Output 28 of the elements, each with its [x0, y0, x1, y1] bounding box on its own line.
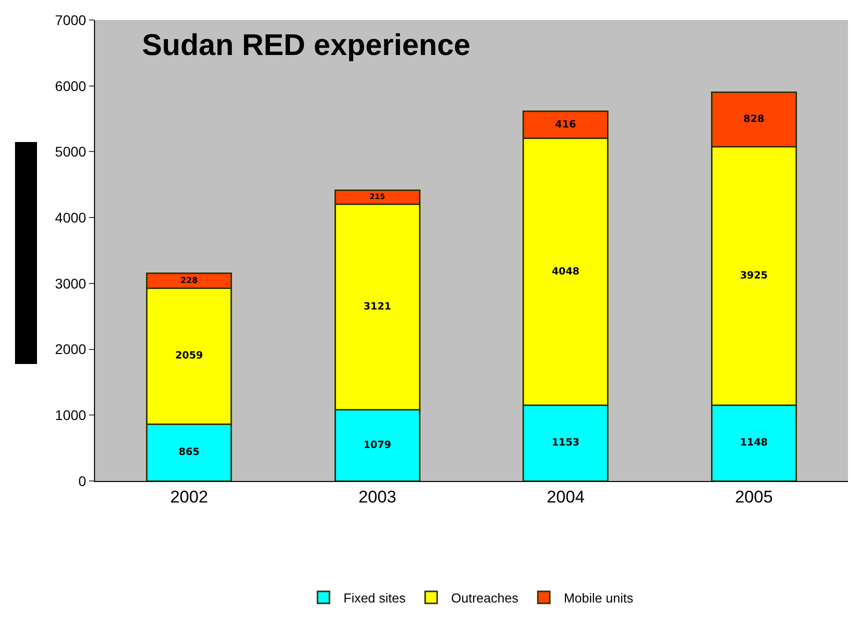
data-label: 416	[555, 119, 576, 130]
x-tick-label: 2005	[734, 487, 773, 506]
y-tick-label: 4000	[55, 209, 86, 226]
data-label: 1153	[552, 438, 580, 449]
chart-title: Sudan RED experience	[142, 29, 470, 62]
data-label: 215	[370, 192, 386, 202]
legend-label: Mobile units	[564, 590, 634, 606]
data-label: 1079	[363, 440, 392, 451]
legend-label: Fixed sites	[344, 590, 406, 606]
data-label: 1148	[740, 438, 768, 449]
data-label: 3121	[363, 302, 392, 313]
data-label: 865	[178, 447, 200, 458]
y-tick-label: 5000	[55, 144, 86, 160]
y-tick-label: 6000	[55, 78, 86, 94]
y-tick-label: 1000	[55, 407, 86, 424]
data-label: 4048	[552, 266, 580, 278]
data-label: 2059	[175, 350, 204, 362]
x-tick-label: 2004	[546, 487, 585, 506]
legend-label: Outreaches	[451, 590, 519, 606]
x-tick-label: 2003	[358, 487, 396, 506]
y-tick-label: 2000	[55, 341, 86, 358]
y-tick-label: 0	[78, 472, 86, 489]
y-tick-label: 7000	[55, 12, 86, 28]
data-label: 828	[743, 114, 764, 126]
y-tick-label: 3000	[55, 275, 86, 292]
x-tick-label: 2002	[170, 487, 208, 506]
data-label: 228	[180, 274, 198, 285]
data-label: 3925	[740, 270, 768, 282]
